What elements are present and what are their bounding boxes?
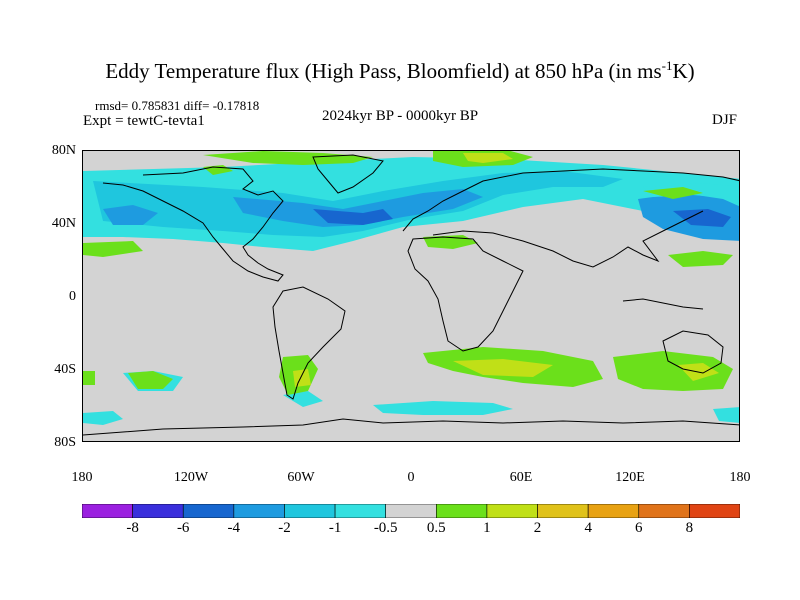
australia-green [613,351,733,391]
colorbar-tick-label: 4 [584,520,592,536]
period-label: 2024kyr BP - 0000kyr BP [322,108,479,124]
north-america-coast [102,166,284,282]
colorbar-swatch [82,504,133,518]
colorbar-tick-label: -8 [126,520,139,536]
stats-label: rmsd= 0.785831 diff= -0.17818 [95,98,260,113]
lat-label-80n: 80N [51,143,76,158]
south-america-yellow [293,369,311,387]
asia-green [643,187,703,199]
colorbar-tick-label: -4 [227,520,241,536]
colorbar-swatch [233,504,285,518]
lat-label-40s: 40S [54,362,76,377]
colorbar-tick-label: 0.5 [426,520,446,536]
colorbar-swatch [689,504,740,518]
colorbar-swatch [334,504,387,518]
chart-title: Eddy Temperature flux (High Pass, Bloomf… [105,58,695,83]
south-atlantic-yellow [453,359,553,377]
colorbar-swatch [436,504,488,518]
far-west-green [83,371,95,385]
lon-label-180w: 180 [71,470,93,485]
colorbar-tick-label: 8 [685,520,694,536]
indonesia-coast [622,298,704,310]
map-plot [82,150,740,442]
colorbar-swatch [132,504,184,518]
south-ocean-east-light [713,407,739,423]
greenland-coast [312,154,384,194]
colorbar-tick-label: 2 [533,520,542,536]
colorbar-swatch [284,504,336,518]
season-label: DJF [712,112,738,128]
na-atlantic-deep [313,209,393,225]
south-ocean-west-light [83,411,123,425]
experiment-label: Expt = tewtC-tevta1 [83,113,205,129]
lon-label-60w: 60W [287,470,315,485]
colorbar-tick-label: -2 [278,520,291,536]
lon-label-180e: 180 [729,470,751,485]
colorbar-tick-label: -1 [328,520,342,536]
colorbar-tick-label: 6 [635,520,643,536]
lat-label-0: 0 [69,289,76,304]
eurasia-coast [402,168,739,232]
lon-label-60e: 60E [509,470,533,485]
colorbar-tick-label: 1 [483,520,491,536]
na-atlantic-mid [93,171,623,237]
colorbar-swatch [638,504,690,518]
south-atlantic-light [373,401,513,415]
lat-label-80s: 80S [54,435,76,450]
colorbar-swatch [537,504,589,518]
lon-label-0: 0 [407,470,415,485]
south-america-light [283,391,323,407]
colorbar-swatch [385,504,437,518]
lon-label-120w: 120W [173,470,209,485]
positive-anomaly-regions [83,151,733,395]
arctic-green-1 [203,151,373,165]
colorbar-tick-label: -0.5 [373,520,398,536]
colorbar-swatch [587,504,640,518]
south-pacific-green-west [128,371,173,389]
pacific-east-green [83,241,143,257]
antarctica-coast [83,418,739,436]
colorbar [82,504,740,518]
arctic-yellow [463,153,513,163]
eurasia-south-coast [432,210,704,268]
colorbar-tick-label: -6 [176,520,190,536]
lat-label-40n: 40N [51,216,76,231]
east-pacific-strong [103,205,158,225]
australia-coast [662,330,724,374]
negative-anomaly-regions [83,157,739,425]
na-atlantic-strong [233,189,483,227]
colorbar-swatch [182,504,235,518]
map-svg [83,151,739,436]
coastlines [83,154,739,436]
colorbar-swatch [486,504,538,518]
lon-label-120e: 120E [615,470,645,485]
pacific-west-green [668,251,733,267]
pacific-west-deep [673,209,731,227]
africa-coast [407,236,524,352]
south-america-coast [272,286,346,400]
